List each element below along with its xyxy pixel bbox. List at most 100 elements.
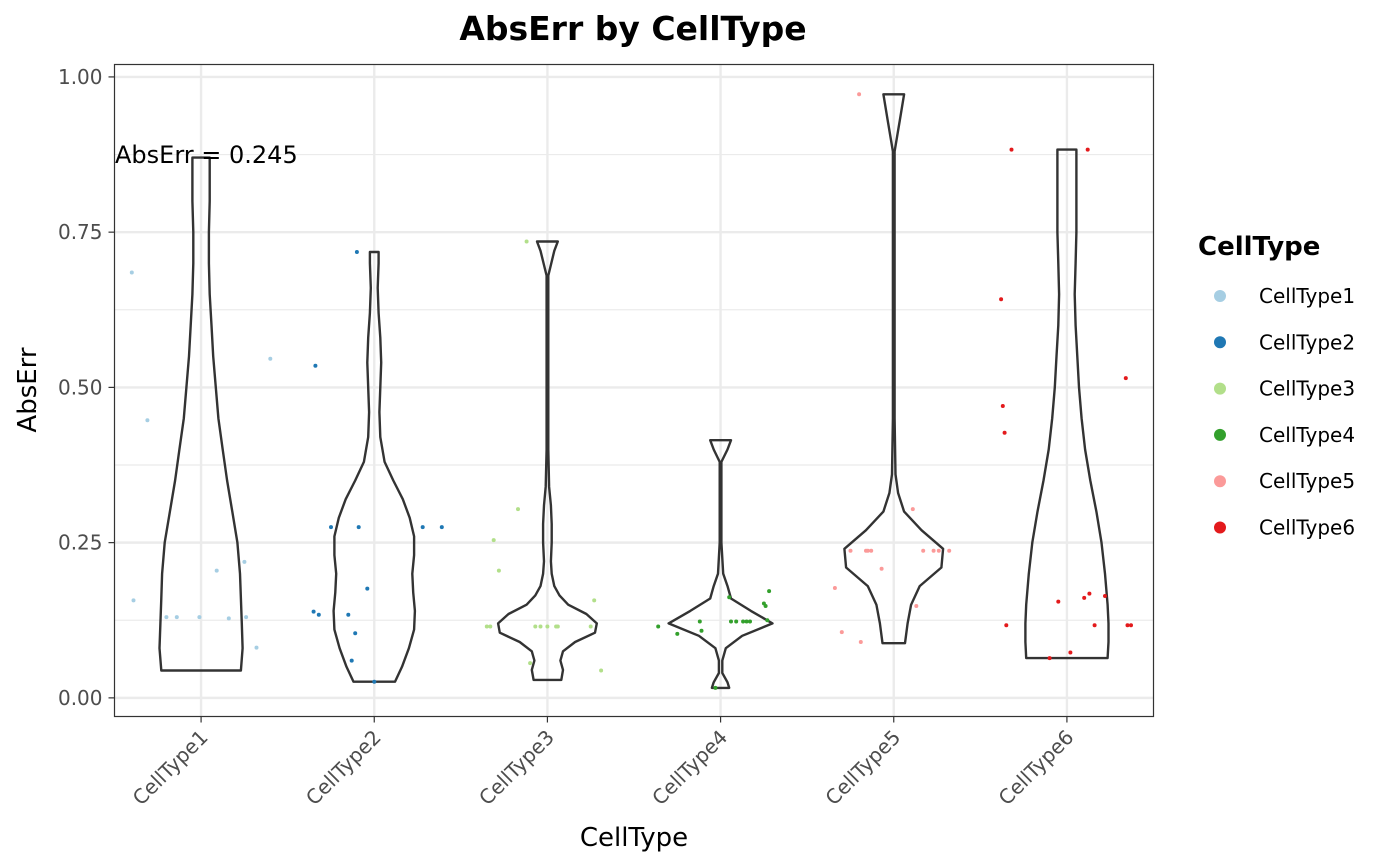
data-point	[832, 586, 837, 590]
data-point	[869, 548, 874, 553]
data-point	[1004, 623, 1009, 628]
y-tick-label: 0.25	[58, 531, 103, 555]
data-point	[921, 548, 926, 553]
y-axis-title: AbsErr	[13, 347, 43, 432]
data-point	[197, 615, 202, 620]
data-point	[999, 297, 1004, 302]
y-tick-label: 0.50	[58, 375, 103, 399]
data-point	[254, 645, 259, 650]
data-point	[353, 631, 358, 636]
data-point	[699, 628, 704, 633]
data-point	[1047, 656, 1052, 661]
data-point	[765, 618, 770, 623]
data-point	[528, 661, 533, 666]
y-tick-label: 1.00	[58, 65, 103, 89]
data-point	[767, 589, 772, 594]
legend-label-celltype2: CellType2	[1259, 330, 1355, 354]
chart-title: AbsErr by CellType	[459, 9, 806, 48]
data-point	[354, 250, 359, 254]
violin-celltype3	[496, 240, 598, 682]
data-point	[744, 619, 749, 624]
data-point	[858, 640, 863, 644]
data-point	[763, 604, 768, 608]
data-point	[713, 685, 718, 690]
legend-key-celltype4	[1214, 428, 1226, 441]
data-point	[1002, 430, 1007, 435]
data-point	[1056, 599, 1061, 604]
data-point	[313, 363, 318, 368]
violin-celltype4	[667, 439, 774, 690]
data-point	[372, 679, 377, 684]
data-point	[244, 615, 249, 620]
data-point	[516, 507, 520, 512]
annotation-label: AbsErr = 0.245	[115, 141, 298, 169]
y-axis: 0.00 0.25 0.50 0.75 1.00	[58, 65, 115, 710]
data-point	[839, 630, 844, 635]
data-point	[538, 624, 543, 629]
y-tick-label: 0.00	[58, 686, 103, 710]
data-point	[1103, 594, 1107, 598]
data-point	[727, 595, 732, 600]
data-point	[1085, 147, 1090, 152]
legend-label-celltype1: CellType1	[1259, 284, 1355, 308]
data-point	[329, 525, 333, 530]
data-point	[1009, 147, 1014, 152]
data-point	[349, 658, 354, 663]
legend-key-celltype2	[1214, 336, 1226, 349]
data-point	[588, 624, 593, 629]
data-point	[865, 548, 870, 553]
legend-label-celltype6: CellType6	[1259, 516, 1355, 540]
data-point	[491, 538, 496, 543]
y-tick-label: 0.75	[58, 220, 103, 244]
data-point	[734, 619, 739, 624]
data-point	[164, 615, 169, 620]
data-point	[729, 619, 733, 624]
data-point	[214, 568, 219, 573]
violin-celltype1	[158, 156, 244, 672]
legend-label-celltype4: CellType4	[1259, 423, 1355, 447]
legend-title: CellType	[1198, 232, 1320, 262]
data-point	[914, 604, 919, 608]
data-point	[496, 568, 501, 573]
data-point	[488, 624, 493, 629]
data-point	[748, 619, 752, 624]
data-point	[346, 612, 351, 617]
data-point	[311, 609, 316, 614]
data-point	[1129, 623, 1133, 628]
data-point	[439, 525, 444, 530]
data-point	[131, 598, 136, 603]
data-point	[910, 507, 915, 512]
data-point	[857, 92, 862, 97]
violin-celltype6	[1024, 148, 1110, 660]
legend-key-celltype5	[1214, 475, 1226, 488]
data-point	[524, 239, 529, 244]
violin-celltype5	[843, 93, 945, 645]
data-point	[533, 624, 538, 629]
data-point	[226, 616, 231, 621]
data-point	[1082, 595, 1087, 600]
violin-celltype2	[332, 250, 417, 683]
data-point	[879, 566, 884, 571]
data-point	[931, 548, 936, 553]
data-point	[1125, 623, 1130, 628]
data-point	[947, 548, 952, 553]
data-point	[420, 525, 425, 530]
data-point	[599, 668, 604, 673]
legend: CellType CellType1 CellType2 CellType3 Cell…	[1198, 232, 1355, 540]
data-point	[1000, 404, 1005, 408]
data-point	[848, 548, 853, 553]
data-points	[129, 92, 1133, 690]
x-axis-title: CellType	[580, 823, 688, 853]
data-point	[675, 631, 680, 636]
data-point	[1068, 650, 1073, 655]
data-point	[145, 418, 150, 423]
legend-key-celltype6	[1214, 521, 1226, 534]
data-point	[268, 356, 273, 361]
data-point	[545, 624, 550, 629]
data-point	[174, 615, 179, 620]
data-point	[936, 548, 941, 553]
legend-label-celltype3: CellType3	[1259, 377, 1355, 401]
data-point	[129, 270, 134, 275]
